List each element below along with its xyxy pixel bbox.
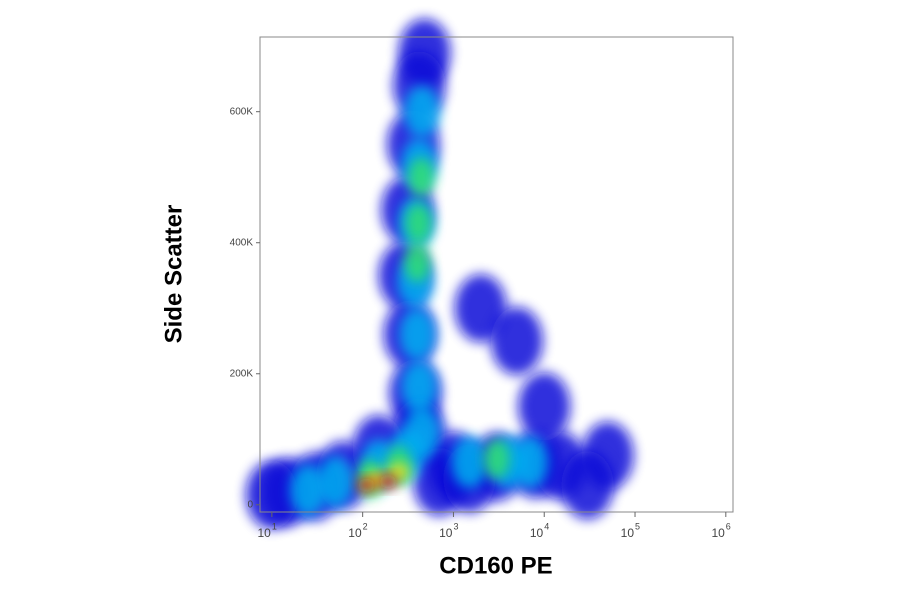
density-blob (454, 274, 507, 343)
x-tick-exponent: 5 (635, 521, 640, 531)
y-tick-label: 0 (247, 499, 253, 510)
density-blob (405, 203, 432, 244)
x-tick-exponent: 2 (363, 521, 368, 531)
x-tick-exponent: 1 (272, 521, 277, 531)
density-blob (561, 451, 614, 520)
x-axis-title: CD160 PE (439, 552, 552, 579)
density-blob (518, 372, 571, 441)
x-tick-exponent: 4 (544, 521, 549, 531)
density-blob (404, 242, 431, 283)
density-blob (245, 460, 298, 529)
x-tick-label: 10 (348, 526, 362, 540)
density-blob (401, 360, 438, 413)
density-blob (290, 464, 327, 517)
density-blob (378, 474, 397, 489)
y-tick-label: 600K (230, 106, 254, 117)
density-blob (408, 157, 435, 198)
density-blob (403, 85, 440, 138)
x-tick-exponent: 3 (453, 521, 458, 531)
density-blob (483, 438, 510, 479)
y-tick-label: 200K (230, 368, 254, 379)
x-tick-exponent: 6 (726, 521, 731, 531)
density-blob (512, 436, 549, 489)
x-tick-label: 10 (621, 526, 635, 540)
x-tick-label: 10 (439, 526, 453, 540)
density-blob (490, 307, 543, 375)
density-blob (317, 455, 354, 508)
density-blob (451, 436, 488, 489)
plot-area (245, 18, 634, 529)
plot-frame (259, 36, 734, 513)
x-tick-label: 10 (711, 526, 725, 540)
density-blob (357, 478, 376, 493)
x-tick-label: 10 (258, 526, 272, 540)
y-axis-title: Side Scatter (160, 205, 187, 344)
x-tick-label: 10 (530, 526, 544, 540)
density-blob (399, 308, 436, 361)
y-tick-label: 400K (230, 237, 254, 248)
